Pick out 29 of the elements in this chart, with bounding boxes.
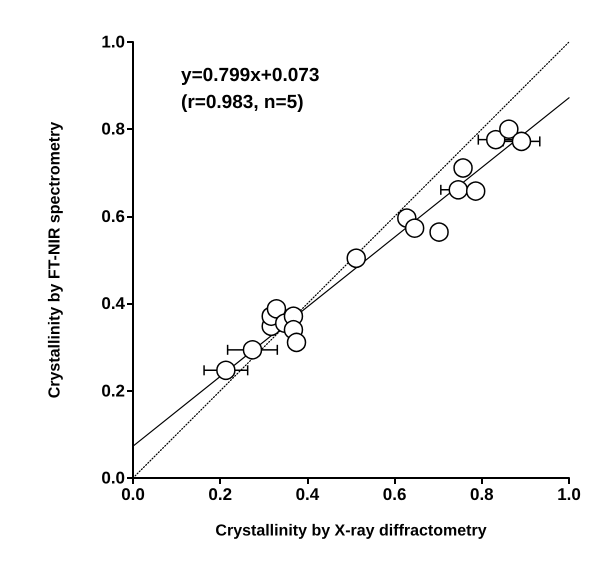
x-axis-title: Crystallinity by X-ray diffractometry: [215, 522, 487, 540]
point: [216, 360, 236, 380]
point: [266, 299, 286, 319]
point: [404, 218, 424, 238]
point: [499, 119, 519, 139]
x-tick-label: 0.8: [470, 485, 494, 504]
x-tick-label: 0.2: [208, 485, 232, 504]
point: [512, 132, 532, 152]
y-tick-label: 0.4: [101, 294, 126, 314]
annotation: y=0.799x+0.073: [181, 65, 320, 86]
point: [346, 248, 366, 268]
point: [242, 340, 262, 360]
point: [486, 130, 506, 150]
point: [286, 332, 306, 352]
y-tick-label: 0.0: [101, 468, 125, 488]
x-tick-label: 1.0: [557, 485, 581, 504]
y-tick-label: 0.8: [101, 120, 125, 139]
point: [429, 222, 449, 242]
x-tick-label: 0.0: [121, 485, 145, 504]
point: [448, 180, 468, 200]
x-tick-label: 0.6: [382, 485, 406, 504]
annotation: (r=0.983, n=5): [181, 92, 304, 113]
y-tick-label: 0.6: [101, 206, 125, 226]
y-tick-label: 0.2: [101, 381, 125, 400]
y-tick-label: 1.0: [101, 32, 125, 52]
point: [466, 181, 486, 201]
y-axis-title: Crystallinity by FT-NIR spectrometry: [46, 122, 64, 398]
point: [453, 158, 473, 178]
x-tick-label: 0.4: [296, 485, 320, 504]
